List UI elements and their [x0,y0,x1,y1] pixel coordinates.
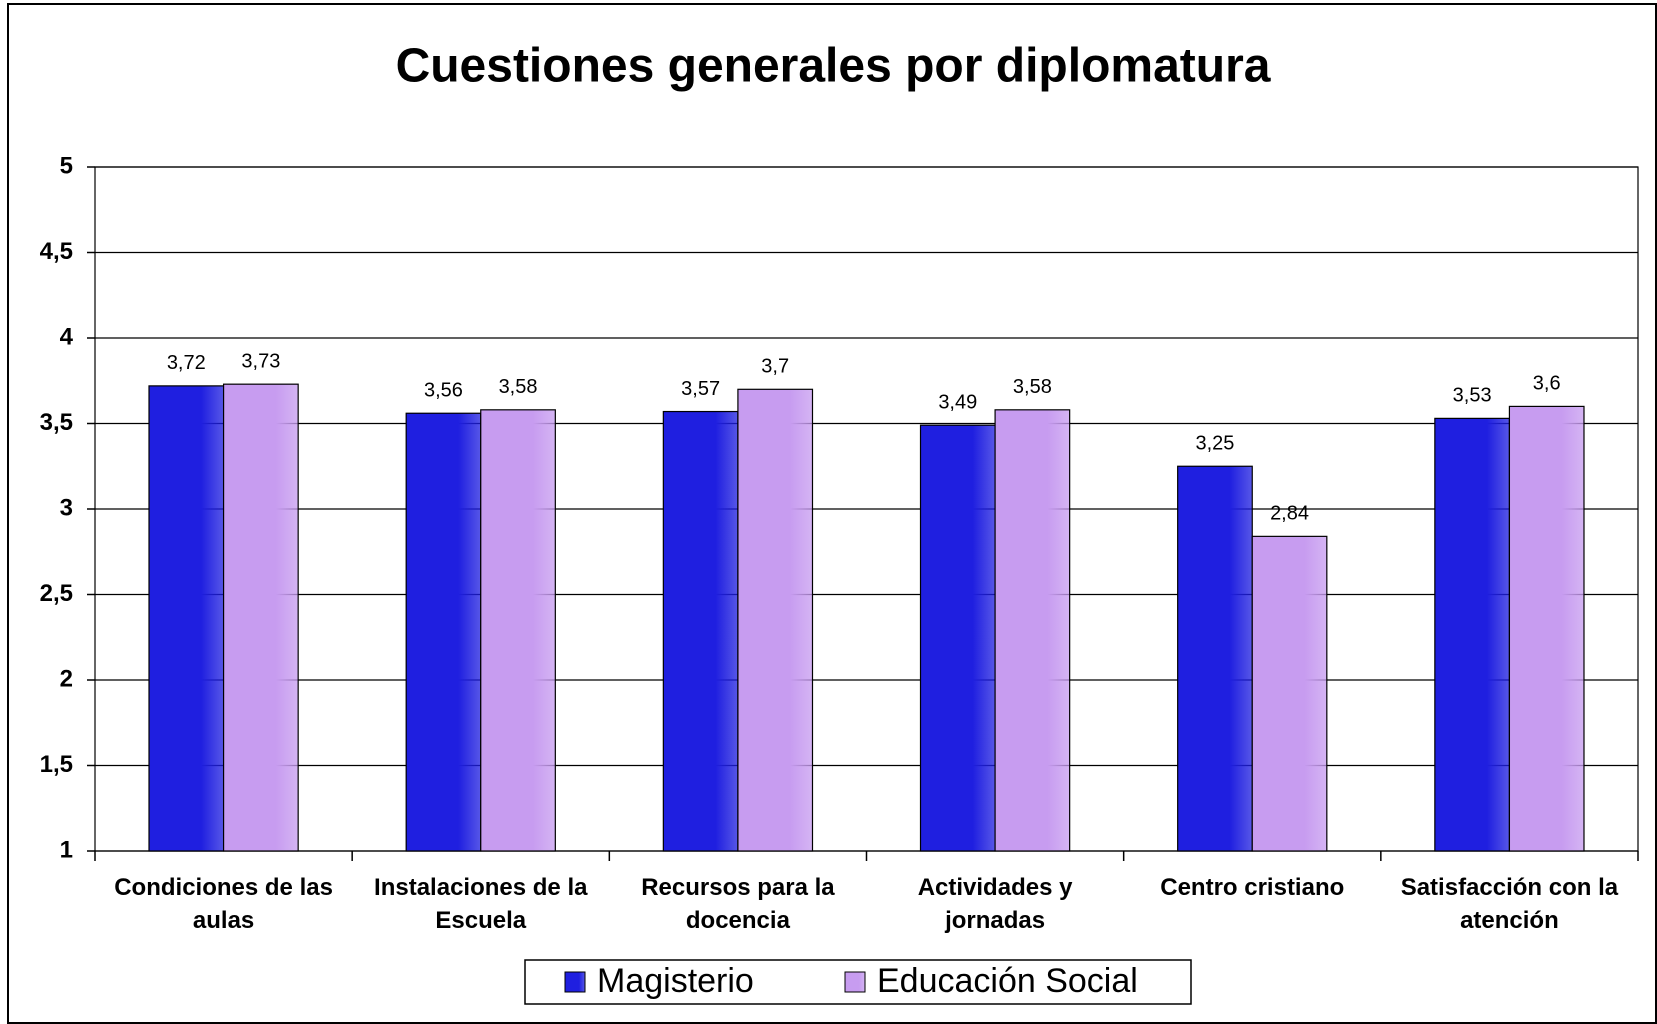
legend-swatch [564,971,586,993]
y-tick-label: 3 [60,494,73,521]
data-label: 3,57 [681,378,720,400]
x-tick-label: Condiciones de las aulas [114,874,333,934]
data-label: 3,6 [1533,373,1561,395]
chart-title: Cuestiones generales por diplomatura [396,40,1271,93]
data-label: 3,7 [761,356,789,378]
y-tick-label: 2 [60,665,73,692]
y-tick-label: 1,5 [40,751,73,778]
y-tick-label: 4 [60,323,74,350]
bar [1434,417,1511,852]
y-tick-label: 1 [60,836,73,863]
bar [662,410,739,852]
frame [7,3,1657,1024]
bar [222,383,299,852]
legend-label: Educación Social [877,962,1138,1000]
x-tick-label: Centro cristiano [1160,874,1345,901]
y-tick-label: 4,5 [40,238,73,265]
bar [405,412,482,852]
data-label: 3,58 [1013,376,1052,398]
bar [994,409,1071,852]
data-label: 3,73 [241,350,280,372]
bar [1508,405,1585,852]
bar [919,424,996,852]
data-label: 2,84 [1270,503,1309,525]
data-label: 3,58 [499,376,538,398]
legend-label: Magisterio [597,962,754,1000]
bar [737,388,814,852]
y-tick-label: 3,5 [40,409,73,436]
data-label: 3,53 [1453,385,1492,407]
bar [148,385,225,852]
bar [1251,535,1328,852]
bar [1177,465,1253,852]
legend-swatch [844,971,866,993]
data-label: 3,56 [424,380,463,402]
y-tick-label: 2,5 [40,580,73,607]
data-label: 3,25 [1195,433,1234,455]
x-tick-label: Recursos para la docencia [641,874,835,934]
x-tick-label: Satisfacción con la atención [1400,874,1619,934]
x-tick-label: Actividades y jornadas [917,874,1073,934]
data-label: 3,49 [938,391,977,413]
bar [480,409,556,852]
data-label: 3,72 [167,352,206,374]
y-tick-label: 5 [60,152,73,179]
x-tick-label: Instalaciones de la Escuela [374,874,588,934]
